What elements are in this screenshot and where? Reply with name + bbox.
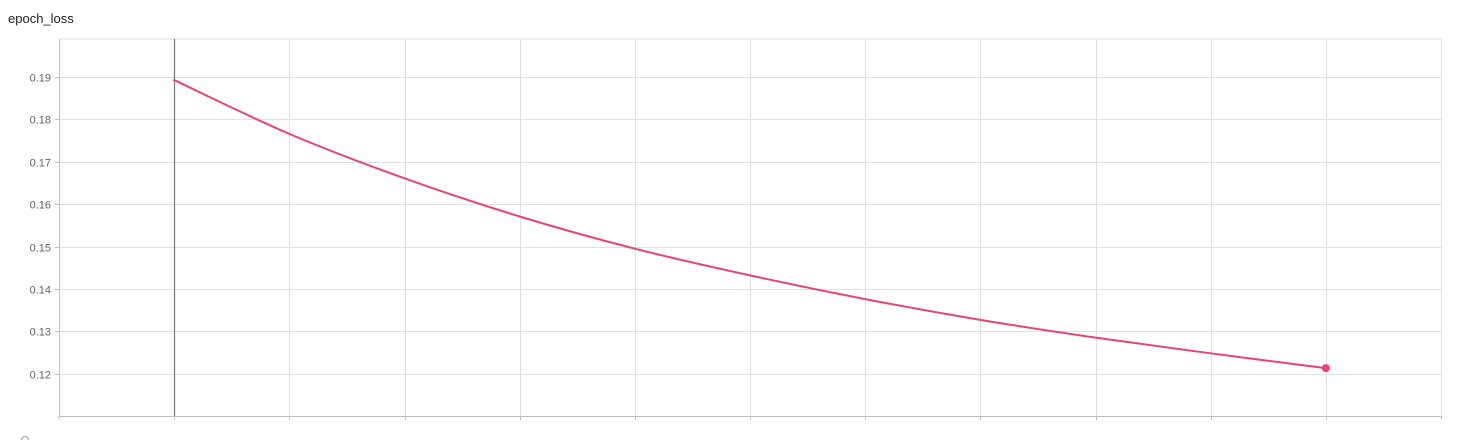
y-tick-label: 0.13 bbox=[30, 327, 51, 339]
y-axis: 0.12 0.13 0.14 0.15 0.16 0.17 0.18 0.19 bbox=[30, 39, 1442, 420]
y-tick-label: 0.16 bbox=[30, 200, 51, 212]
legend-toggle-icon[interactable] bbox=[21, 436, 29, 440]
y-tick-label: 0.12 bbox=[30, 370, 51, 382]
series-layer bbox=[173, 79, 1330, 373]
chart-title: epoch_loss bbox=[8, 11, 74, 26]
y-tick-label: 0.14 bbox=[30, 285, 51, 297]
series-last-point bbox=[1321, 364, 1330, 373]
series-line bbox=[173, 79, 1327, 370]
y-tick-label: 0.19 bbox=[30, 73, 51, 85]
y-tick-label: 0.15 bbox=[30, 243, 51, 255]
y-tick-label: 0.17 bbox=[30, 158, 51, 170]
grid bbox=[59, 38, 1442, 416]
y-tick-label: 0.18 bbox=[30, 115, 51, 127]
